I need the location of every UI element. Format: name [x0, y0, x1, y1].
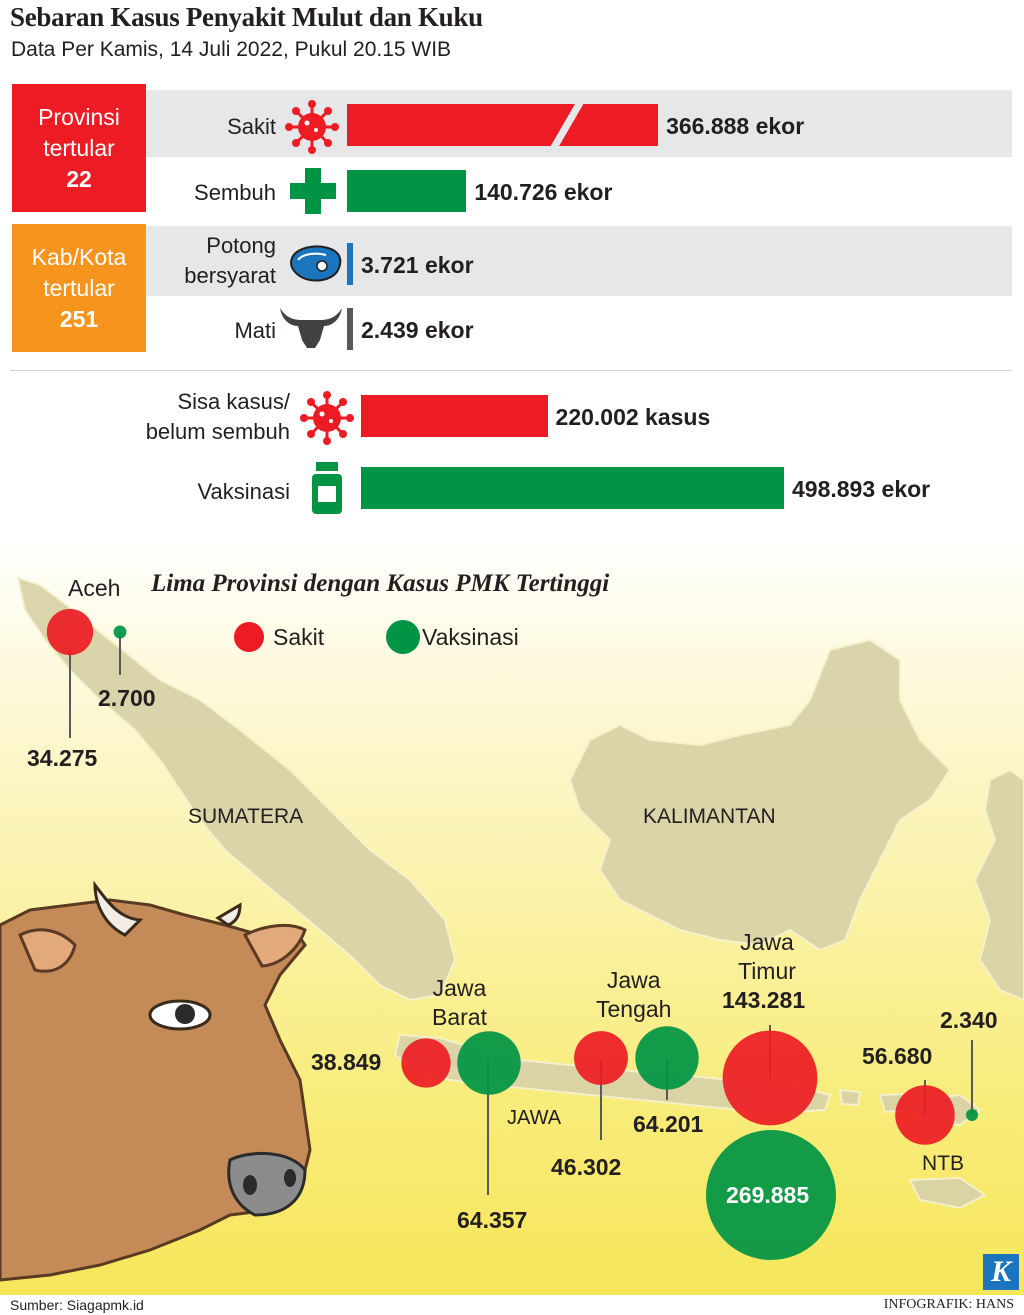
- kalimantan-island: [568, 638, 952, 952]
- region-label-sumatera: SUMATERA: [188, 805, 304, 828]
- bubble-sakit: [46, 608, 94, 656]
- sumatera-island: [16, 576, 457, 1002]
- bubble-sakit: [401, 1038, 451, 1088]
- sumba-island: [908, 1176, 987, 1210]
- bar-mati: [347, 308, 353, 350]
- label-vaksinasi: Vaksinasi: [197, 479, 290, 504]
- bubble-value-label: 64.201: [633, 1111, 704, 1137]
- bubble-vaksinasi: [635, 1026, 699, 1090]
- virus-icon: [285, 100, 339, 154]
- label-potong-1: Potong: [206, 233, 276, 258]
- provinsi-value: 22: [66, 166, 92, 192]
- bubble-value-label: 46.302: [551, 1154, 622, 1180]
- provinsi-tertular-box: Provinsi tertular 22: [12, 84, 146, 212]
- bar-value-label: 366.888 ekor: [666, 113, 805, 139]
- label-potong-2: bersyarat: [184, 263, 276, 288]
- bubble-layer: [46, 608, 979, 1260]
- province-label-jawa-timur-2: Timur: [738, 958, 796, 984]
- legend-sakit-label: Sakit: [273, 624, 325, 650]
- kabkota-tertular-box: Kab/Kota tertular 251: [12, 224, 146, 352]
- bar-value-label: 498.893 ekor: [792, 476, 931, 502]
- bubble-vaksinasi: [113, 625, 127, 639]
- label-mati: Mati: [234, 318, 276, 343]
- bubble-sakit: [722, 1030, 818, 1126]
- bar-vaksinasi: [361, 467, 784, 509]
- province-label-ntb: NTB: [922, 1152, 964, 1175]
- kabkota-value: 251: [59, 306, 99, 332]
- bar-value-label: 3.721 ekor: [361, 252, 474, 278]
- bar-value-label: 220.002 kasus: [555, 404, 711, 430]
- provinsi-label-1: Provinsi: [38, 104, 120, 130]
- provinsi-label-2: tertular: [43, 135, 115, 161]
- bubble-sakit: [574, 1031, 628, 1085]
- province-label-jawa-tengah-1: Jawa: [606, 967, 661, 993]
- bubble-value-label: 2.340: [940, 1007, 998, 1033]
- province-label-jawa-timur-1: Jawa: [740, 929, 794, 955]
- indonesia-map: [0, 576, 1024, 1282]
- bubble-value-label: 64.357: [457, 1207, 528, 1233]
- label-sembuh: Sembuh: [194, 180, 276, 205]
- bubble-vaksinasi: [457, 1031, 521, 1095]
- province-label-jawa-barat: Jawa Barat: [432, 974, 487, 1032]
- bar-value-label: 2.439 ekor: [361, 317, 474, 343]
- province-label-jawa-barat-2: Barat: [432, 1004, 487, 1030]
- bubble-value-label: 56.680: [862, 1043, 933, 1069]
- kompas-logo: K: [983, 1254, 1019, 1290]
- kabkota-label-2: tertular: [43, 275, 115, 301]
- bubble-sakit: [895, 1085, 955, 1145]
- meat-icon: [290, 245, 342, 282]
- legend-sakit-marker: [234, 622, 264, 652]
- virus-icon-2: [300, 391, 354, 445]
- bar-sembuh: [347, 170, 467, 212]
- credit-note: INFOGRAFIK: HANS: [883, 1297, 1014, 1312]
- map-title: Lima Provinsi dengan Kasus PMK Tertinggi: [151, 570, 610, 597]
- bar-value-label: 140.726 ekor: [474, 179, 613, 205]
- source-note: Sumber: Siagapmk.id: [10, 1297, 144, 1313]
- bubble-value-label: 34.275: [27, 745, 98, 771]
- label-sisa-1: Sisa kasus/: [177, 389, 291, 414]
- bubble-vaksinasi: [706, 1130, 836, 1260]
- region-label-kalimantan: KALIMANTAN: [643, 805, 776, 828]
- label-sisa-2: belum sembuh: [145, 419, 290, 444]
- province-label-jawa-barat-1: Jawa: [432, 975, 487, 1001]
- cow-illustration: [0, 880, 312, 1282]
- bar-sisa-kasus-belum-sembuh: [361, 395, 548, 437]
- label-sakit: Sakit: [227, 114, 276, 139]
- bar-potong-bersyarat: [347, 243, 353, 285]
- divider: [10, 370, 1012, 371]
- bar-sakit: [347, 104, 659, 146]
- legend-vaksinasi-marker: [386, 620, 420, 654]
- vaccine-vial-icon: [312, 462, 342, 514]
- province-label-jawa-tengah: Jawa Tengah: [596, 966, 671, 1024]
- bull-skull-icon: [280, 308, 342, 348]
- page-title: Sebaran Kasus Penyakit Mulut dan Kuku: [10, 2, 483, 32]
- sulawesi-island: [973, 768, 1024, 1002]
- bubble-value-label: 38.849: [311, 1049, 382, 1075]
- bubble-value-label: 269.885: [726, 1182, 810, 1208]
- region-label-jawa: JAWA: [507, 1107, 562, 1129]
- province-label-jawa-tengah-2: Tengah: [596, 996, 672, 1022]
- cross-plus-icon: [290, 168, 336, 214]
- kabkota-label-1: Kab/Kota: [31, 244, 127, 270]
- page-subtitle: Data Per Kamis, 14 Juli 2022, Pukul 20.1…: [11, 38, 452, 61]
- legend-vaksinasi-label: Vaksinasi: [422, 624, 519, 650]
- bubble-value-label: 2.700: [98, 685, 156, 711]
- province-label-jawa-timur: Jawa Timur: [738, 928, 796, 986]
- bubble-value-label: 143.281: [722, 987, 806, 1013]
- province-label-aceh: Aceh: [68, 575, 121, 601]
- bubble-vaksinasi: [965, 1108, 979, 1122]
